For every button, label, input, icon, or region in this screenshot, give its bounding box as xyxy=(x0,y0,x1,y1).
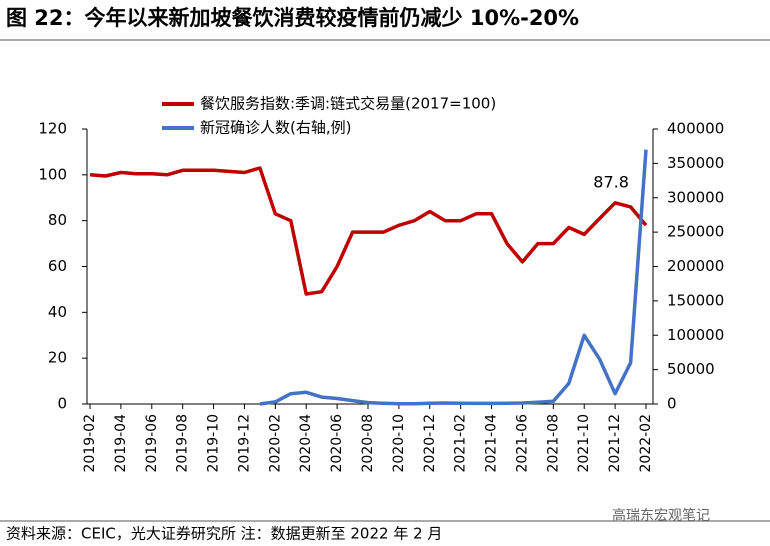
x-tick-label: 2021-12 xyxy=(607,414,623,473)
x-tick-label: 2020-08 xyxy=(360,414,376,473)
y2-tick-label: 250000 xyxy=(667,223,724,241)
y-tick-label: 40 xyxy=(48,303,67,321)
x-tick-label: 2020-12 xyxy=(422,414,438,473)
y-tick-label: 20 xyxy=(48,349,67,367)
x-tick-label: 2019-06 xyxy=(144,414,160,473)
y-tick-label: 0 xyxy=(57,395,67,413)
x-tick-label: 2020-02 xyxy=(267,414,283,473)
y2-tick-label: 50000 xyxy=(667,360,715,378)
x-tick-label: 2021-06 xyxy=(514,414,530,473)
watermark: 高瑞东宏观笔记 xyxy=(612,507,710,524)
data-label: 87.8 xyxy=(593,172,629,191)
y-tick-label: 80 xyxy=(48,211,67,229)
chart-title: 图 22：今年以来新加坡餐饮消费较疫情前仍减少 10%-20% xyxy=(6,6,579,30)
x-tick-label: 2020-06 xyxy=(329,414,345,473)
x-tick-label: 2021-02 xyxy=(453,414,469,473)
y2-tick-label: 150000 xyxy=(667,291,724,309)
legend-label: 餐饮服务指数:季调:链式交易量(2017=100) xyxy=(200,95,496,113)
legend-label: 新冠确诊人数(右轴,例) xyxy=(200,119,351,137)
y2-tick-label: 100000 xyxy=(667,326,724,344)
x-tick-label: 2019-10 xyxy=(206,414,222,473)
x-tick-label: 2019-04 xyxy=(113,414,129,473)
x-tick-label: 2021-04 xyxy=(484,414,500,473)
x-tick-label: 2021-08 xyxy=(545,414,561,473)
x-tick-label: 2019-12 xyxy=(236,414,252,473)
series-line xyxy=(89,166,648,296)
y-tick-label: 120 xyxy=(38,120,67,138)
y2-tick-label: 350000 xyxy=(667,154,724,172)
y2-tick-label: 0 xyxy=(667,395,677,413)
source-note: 资料来源：CEIC，光大证券研究所 注：数据更新至 2022 年 2 月 xyxy=(6,525,442,543)
y2-tick-label: 400000 xyxy=(667,120,724,138)
x-tick-label: 2020-04 xyxy=(298,414,314,473)
y2-tick-label: 300000 xyxy=(667,188,724,206)
series-line xyxy=(259,149,648,406)
x-tick-label: 2020-10 xyxy=(391,414,407,473)
x-tick-label: 2022-02 xyxy=(638,414,654,473)
x-tick-label: 2019-08 xyxy=(175,414,191,473)
y2-tick-label: 200000 xyxy=(667,257,724,275)
x-tick-label: 2019-02 xyxy=(82,414,98,473)
y-tick-label: 60 xyxy=(48,257,67,275)
y-tick-label: 100 xyxy=(38,165,67,183)
x-tick-label: 2021-10 xyxy=(576,414,592,473)
